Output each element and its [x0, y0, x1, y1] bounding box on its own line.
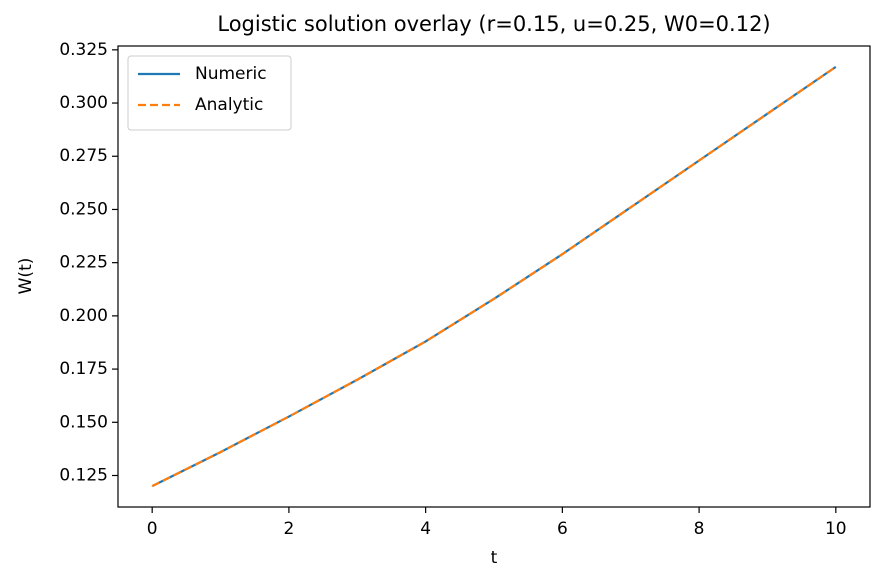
x-tick-label: 4 — [420, 519, 431, 539]
y-tick-label: 0.150 — [59, 412, 108, 432]
x-tick-label: 2 — [283, 519, 294, 539]
y-tick-label: 0.325 — [59, 40, 108, 60]
y-tick-label: 0.250 — [59, 199, 108, 219]
y-axis-label: W(t) — [16, 258, 36, 295]
plot-frame — [117, 45, 871, 508]
y-tick-label: 0.125 — [59, 466, 108, 486]
x-axis-label: t — [491, 548, 498, 568]
y-tick-label: 0.225 — [59, 253, 108, 273]
x-tick-label: 10 — [825, 519, 847, 539]
legend-label: Analytic — [195, 95, 263, 115]
x-tick-label: 6 — [557, 519, 568, 539]
chart-title: Logistic solution overlay (r=0.15, u=0.2… — [217, 12, 770, 36]
y-tick-label: 0.175 — [59, 359, 108, 379]
y-tick-label: 0.200 — [59, 306, 108, 326]
x-tick-label: 8 — [694, 519, 705, 539]
series-line — [151, 65, 837, 488]
legend: Numeric Analytic — [127, 55, 292, 131]
y-tick-label: 0.300 — [59, 93, 108, 113]
y-tick-label: 0.275 — [59, 146, 108, 166]
x-tick-label: 0 — [147, 519, 158, 539]
legend-label: Numeric — [195, 64, 267, 84]
